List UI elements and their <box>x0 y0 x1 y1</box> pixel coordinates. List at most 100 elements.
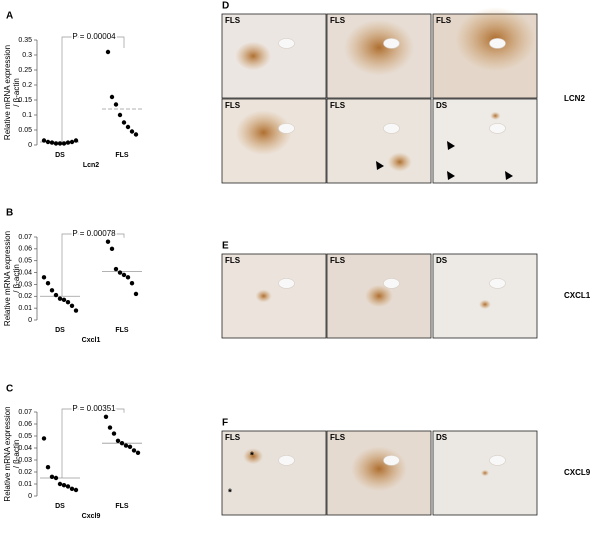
data-point <box>45 465 51 470</box>
vessel <box>489 38 506 49</box>
data-point <box>127 444 133 449</box>
vessel <box>278 123 295 134</box>
row-marker: CXCL1 <box>564 291 591 300</box>
y-axis-label: / β-actin <box>12 440 21 469</box>
data-point <box>129 281 135 286</box>
data-point <box>57 481 63 487</box>
data-point <box>49 474 55 479</box>
data-point <box>121 272 127 278</box>
x-tick-label: DS <box>55 327 65 334</box>
y-tick-label: 0.01 <box>18 481 32 488</box>
vessel <box>489 455 506 466</box>
data-point <box>109 94 115 100</box>
asterisk: * <box>228 488 232 499</box>
y-tick-label: 0.1 <box>22 112 32 119</box>
y-tick-label: 0 <box>28 142 32 149</box>
arrowhead <box>376 161 384 170</box>
bracket <box>61 233 125 297</box>
tile-label: DS <box>436 256 448 265</box>
x-tick-label: DS <box>55 503 65 510</box>
panel-letter: F <box>222 418 228 429</box>
panel-letter: B <box>6 208 13 219</box>
data-point <box>123 443 129 448</box>
y-axis-label: Relative mRNA expression <box>3 231 12 326</box>
data-point <box>125 275 131 280</box>
data-point <box>103 414 109 419</box>
stain <box>481 469 489 477</box>
x-axis-label: Lcn2 <box>83 162 99 169</box>
y-axis-label: / β-actin <box>12 264 21 293</box>
data-point <box>119 441 125 446</box>
data-point <box>133 291 139 297</box>
data-point <box>113 102 119 107</box>
micrograph-tile <box>221 430 327 516</box>
y-tick-label: 0.15 <box>18 97 32 104</box>
micrograph-tile <box>221 253 327 339</box>
y-axis-label: Relative mRNA expression <box>3 406 12 501</box>
data-point <box>115 438 121 443</box>
panel-letter: E <box>222 241 229 252</box>
y-tick-label: 0.02 <box>18 469 32 476</box>
data-point <box>107 425 113 430</box>
panel-letter: D <box>222 1 229 12</box>
y-tick-label: 0.04 <box>18 269 32 276</box>
data-point <box>117 270 123 275</box>
tile-label: FLS <box>330 101 346 110</box>
row-marker: LCN2 <box>564 94 585 103</box>
data-point <box>69 303 75 308</box>
micrograph-tile <box>432 98 538 184</box>
stain <box>490 111 501 120</box>
y-tick-label: 0.3 <box>22 52 32 59</box>
p-value: P = 0.00078 <box>72 229 116 238</box>
tile-label: FLS <box>225 16 241 25</box>
data-point <box>57 296 63 301</box>
stain <box>255 289 272 303</box>
data-point <box>105 49 111 55</box>
micrograph-tile <box>432 253 538 339</box>
x-tick-label: DS <box>55 152 65 159</box>
y-tick-label: 0.04 <box>18 445 32 452</box>
data-point <box>41 138 47 143</box>
stain <box>479 299 491 310</box>
panel-letter: A <box>6 11 13 22</box>
tile-label: FLS <box>330 256 346 265</box>
vessel <box>278 38 295 49</box>
p-value: P = 0.00351 <box>72 404 116 413</box>
stain <box>235 110 292 155</box>
tile-label: FLS <box>225 433 241 442</box>
arrowhead <box>447 141 455 150</box>
vessel <box>383 38 400 49</box>
data-point <box>61 141 67 146</box>
vessel <box>489 278 506 289</box>
y-tick-label: 0.03 <box>18 457 32 464</box>
y-tick-label: 0.05 <box>18 258 32 265</box>
tile-label: DS <box>436 433 448 442</box>
y-tick-label: 0.07 <box>18 234 32 241</box>
x-axis-label: Cxcl1 <box>82 337 101 344</box>
y-tick-label: 0.06 <box>18 246 32 253</box>
data-point <box>45 281 51 286</box>
y-axis-label: / β-actin <box>12 78 21 107</box>
y-tick-label: 0.25 <box>18 67 32 74</box>
y-tick-label: 0.05 <box>18 127 32 134</box>
data-point <box>53 292 59 298</box>
data-point <box>61 297 67 303</box>
data-point <box>41 436 47 441</box>
y-tick-label: 0.35 <box>18 37 32 44</box>
data-point <box>69 139 75 145</box>
data-point <box>133 132 139 137</box>
data-point <box>117 112 123 118</box>
tile-label: FLS <box>330 433 346 442</box>
data-point <box>69 486 75 491</box>
tile-label: FLS <box>330 16 346 25</box>
data-point <box>129 129 135 134</box>
y-tick-label: 0.02 <box>18 293 32 300</box>
bracket <box>61 408 125 478</box>
panel-letter: C <box>6 384 13 395</box>
p-value: P = 0.00004 <box>72 32 116 41</box>
y-tick-label: 0.07 <box>18 409 32 416</box>
vessel <box>278 278 295 289</box>
data-point <box>65 300 71 305</box>
x-axis-label: Cxcl9 <box>82 513 101 520</box>
